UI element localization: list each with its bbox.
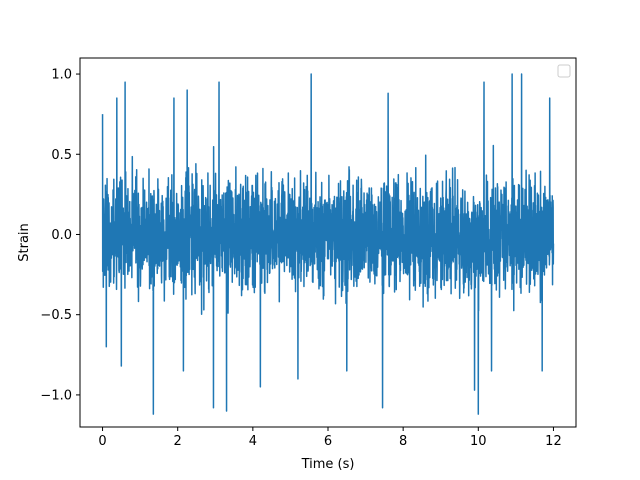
x-tick-label: 8: [399, 434, 407, 449]
x-tick-label: 6: [324, 434, 332, 449]
x-axis-ticks: 0 2 4 6 8 10 12: [98, 427, 562, 449]
y-tick-label: 1.0: [51, 68, 72, 83]
y-tick-label: 0.0: [51, 228, 72, 243]
x-tick-label: 0: [98, 434, 106, 449]
legend-box: [557, 64, 571, 78]
strain-series-line: [101, 73, 555, 415]
y-tick-label: 0.5: [51, 148, 72, 163]
series-layer: [101, 73, 555, 415]
x-tick-label: 4: [249, 434, 257, 449]
y-axis-ticks: −1.0 −0.5 0.0 0.5 1.0: [40, 68, 80, 403]
x-axis-label: Time (s): [301, 457, 355, 472]
x-tick-label: 10: [470, 434, 487, 449]
x-tick-label: 12: [545, 434, 562, 449]
y-tick-label: −1.0: [40, 388, 72, 403]
y-tick-label: −0.5: [40, 308, 72, 323]
y-axis-label: Strain: [17, 223, 32, 262]
x-tick-label: 2: [174, 434, 182, 449]
